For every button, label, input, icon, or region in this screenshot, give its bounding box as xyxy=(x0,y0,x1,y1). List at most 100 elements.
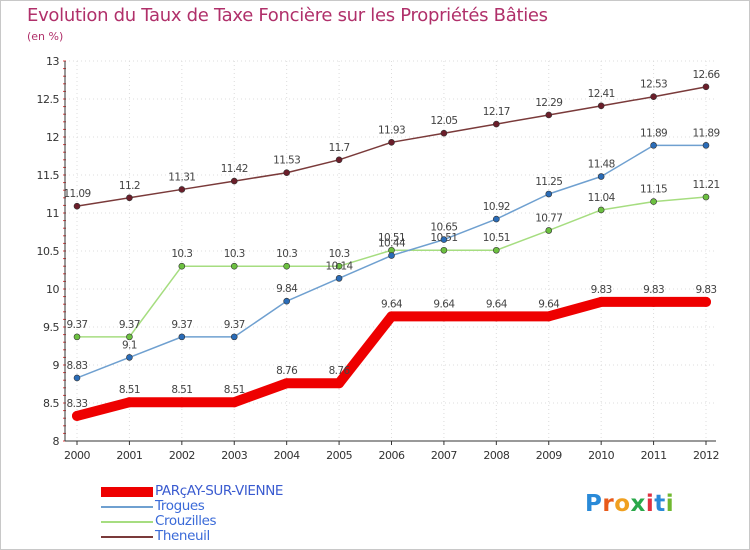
data-label-3: 12.53 xyxy=(640,79,667,91)
x-tick-label: 2009 xyxy=(536,449,562,462)
data-point-3 xyxy=(388,139,395,146)
data-point-1 xyxy=(230,333,238,341)
data-label-0: 9.64 xyxy=(381,298,403,310)
x-tick-label: 2002 xyxy=(169,449,195,462)
legend-label: Crouzilles xyxy=(155,513,217,529)
data-point-2 xyxy=(493,246,500,254)
y-tick-label: 12.5 xyxy=(37,93,60,106)
data-label-2: 11.15 xyxy=(640,184,667,196)
data-label-0: 8.76 xyxy=(329,365,351,377)
x-tick-label: 2007 xyxy=(431,449,457,462)
data-point-2 xyxy=(178,262,186,270)
data-point-3 xyxy=(650,93,657,101)
data-point-2 xyxy=(597,206,605,214)
x-tick-label: 2004 xyxy=(274,449,300,462)
legend-swatch xyxy=(101,506,153,508)
proxiti-logo: Proxiti xyxy=(585,491,675,517)
data-point-3 xyxy=(440,129,448,137)
data-label-2: 9.37 xyxy=(119,319,140,331)
x-tick-label: 2000 xyxy=(64,449,90,462)
data-point-0 xyxy=(543,311,554,322)
legend-swatch xyxy=(101,536,153,538)
data-label-2: 11.04 xyxy=(588,192,616,204)
legend-item: PARçAY-SUR-VIENNE xyxy=(101,484,341,499)
data-point-2 xyxy=(440,246,448,254)
data-point-2 xyxy=(230,262,238,270)
data-point-2 xyxy=(650,198,657,205)
data-label-3: 11.53 xyxy=(273,155,300,167)
data-label-0: 9.64 xyxy=(538,298,560,310)
data-point-1 xyxy=(178,333,186,341)
y-tick-label: 8 xyxy=(53,435,60,448)
data-label-3: 12.17 xyxy=(483,106,510,118)
legend-label: Trogues xyxy=(155,498,205,514)
data-label-0: 8.51 xyxy=(171,384,192,396)
data-point-2 xyxy=(702,193,710,201)
data-point-3 xyxy=(545,111,553,119)
data-point-0 xyxy=(386,311,397,322)
data-label-0: 9.83 xyxy=(643,284,664,296)
data-point-3 xyxy=(493,120,500,128)
data-label-2: 9.37 xyxy=(67,319,88,331)
data-point-3 xyxy=(597,102,605,110)
data-point-0 xyxy=(438,311,449,322)
legend-label: Theneuil xyxy=(155,528,210,544)
x-tick-label: 2005 xyxy=(326,449,352,462)
data-label-1: 9.84 xyxy=(276,283,298,295)
data-label-1: 11.89 xyxy=(640,127,667,139)
data-label-1: 11.48 xyxy=(588,159,615,171)
data-label-3: 11.42 xyxy=(221,163,248,175)
x-tick-label: 2003 xyxy=(221,449,247,462)
legend-swatch xyxy=(101,487,153,497)
data-point-0 xyxy=(701,296,711,307)
data-point-3 xyxy=(73,202,81,210)
x-tick-label: 2008 xyxy=(483,449,509,462)
data-label-0: 8.33 xyxy=(67,398,88,410)
data-label-3: 12.29 xyxy=(535,97,562,109)
data-label-1: 11.25 xyxy=(535,176,562,188)
data-point-1 xyxy=(283,297,290,305)
data-label-1: 8.83 xyxy=(67,360,88,372)
y-tick-label: 9 xyxy=(53,359,60,372)
data-label-3: 12.05 xyxy=(430,115,457,127)
data-label-0: 8.76 xyxy=(276,365,298,377)
y-tick-label: 10.5 xyxy=(37,245,60,258)
legend-label: PARçAY-SUR-VIENNE xyxy=(155,483,284,499)
data-label-2: 10.51 xyxy=(483,232,510,244)
y-tick-label: 12 xyxy=(46,131,59,144)
y-tick-label: 11.5 xyxy=(37,169,60,182)
y-tick-label: 11 xyxy=(46,207,59,220)
y-tick-label: 8.5 xyxy=(43,397,59,410)
data-point-3 xyxy=(178,186,186,193)
data-point-3 xyxy=(283,169,290,177)
data-point-1 xyxy=(440,236,448,243)
legend-swatch xyxy=(101,521,153,523)
data-point-3 xyxy=(702,83,710,91)
y-tick-label: 9.5 xyxy=(43,321,59,334)
x-tick-label: 2001 xyxy=(116,449,142,462)
data-label-3: 12.66 xyxy=(692,69,720,81)
data-label-2: 10.51 xyxy=(378,232,405,244)
data-label-3: 11.2 xyxy=(119,180,140,192)
chart-unit: (en %) xyxy=(27,30,64,43)
data-point-0 xyxy=(648,296,659,307)
data-label-2: 10.3 xyxy=(171,248,192,260)
data-point-0 xyxy=(596,296,607,307)
data-point-0 xyxy=(72,410,82,421)
data-label-0: 9.83 xyxy=(591,284,612,296)
data-point-3 xyxy=(230,177,238,185)
data-point-2 xyxy=(545,227,553,234)
data-label-3: 11.31 xyxy=(168,171,195,183)
data-label-3: 12.41 xyxy=(588,88,615,100)
data-label-1: 10.65 xyxy=(430,222,457,234)
chart-title: Evolution du Taux de Taxe Foncière sur l… xyxy=(27,5,548,26)
data-label-1: 10.14 xyxy=(326,260,354,272)
data-point-0 xyxy=(334,378,345,389)
data-label-2: 10.3 xyxy=(224,248,245,260)
data-point-0 xyxy=(124,397,135,408)
data-point-0 xyxy=(229,397,240,408)
legend-item: Trogues xyxy=(101,499,341,514)
data-point-1 xyxy=(597,173,605,180)
